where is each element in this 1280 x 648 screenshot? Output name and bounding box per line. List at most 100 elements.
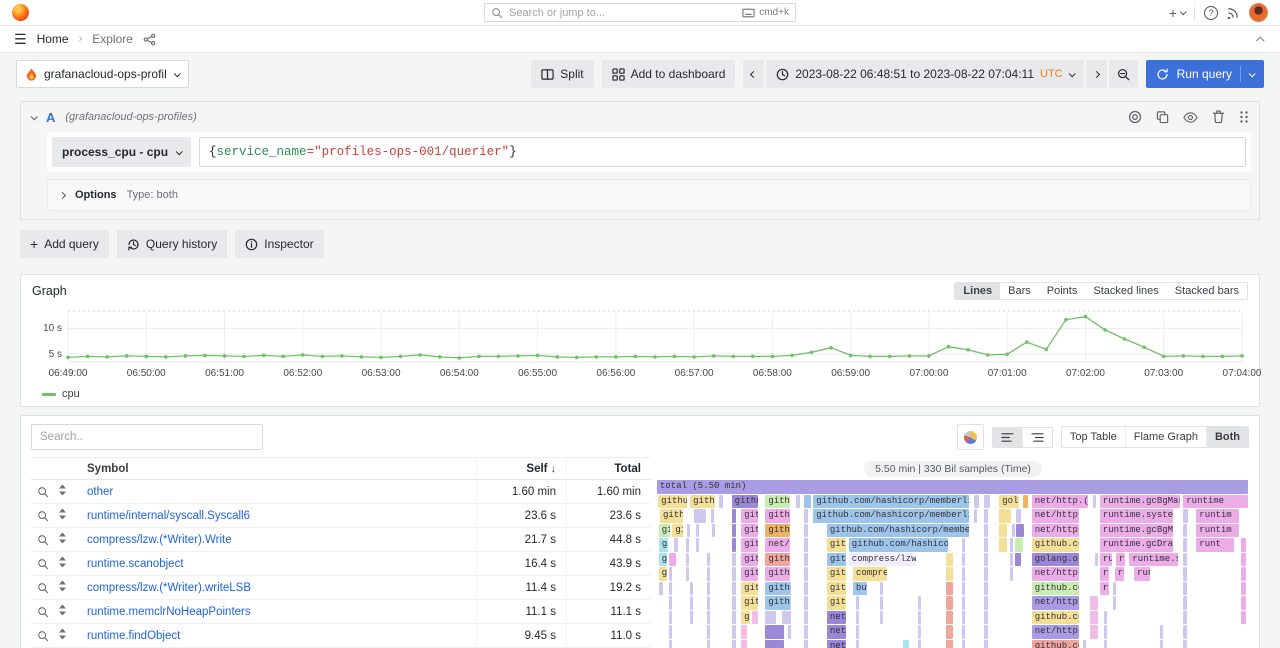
flame-block[interactable]: run	[1115, 552, 1125, 566]
flame-block[interactable]: githu	[765, 581, 791, 595]
flame-block[interactable]: github.	[659, 509, 684, 523]
flame-sliver[interactable]	[804, 625, 808, 639]
chart-plot-area[interactable]	[32, 306, 1248, 368]
flame-block[interactable]: net.(*	[826, 625, 847, 639]
flame-block[interactable]: runtime.gcBgMarkWorke	[1099, 523, 1174, 537]
search-symbol-icon[interactable]	[37, 630, 49, 642]
flame-sliver[interactable]	[1103, 610, 1107, 624]
sandwich-view-icon[interactable]	[58, 484, 67, 499]
query-expression-input[interactable]: {service_name = "profiles-ops-001/querier"…	[199, 137, 1246, 167]
flame-sliver[interactable]	[999, 523, 1008, 537]
flame-block[interactable]: runtime.systemstack (	[1099, 509, 1174, 523]
flame-sliver[interactable]	[984, 538, 989, 552]
flame-sliver[interactable]	[669, 552, 676, 566]
help-icon[interactable]: ?	[1204, 5, 1218, 20]
flame-sliver[interactable]	[855, 625, 859, 639]
flame-sliver[interactable]	[669, 625, 673, 639]
flame-sliver[interactable]	[1113, 581, 1117, 595]
flame-sliver[interactable]	[781, 610, 790, 624]
flame-block[interactable]: net.Di	[826, 610, 847, 624]
flame-block[interactable]: gith	[658, 523, 670, 537]
sandwich-view-icon[interactable]	[58, 604, 67, 619]
flame-sliver[interactable]	[1160, 639, 1164, 648]
flame-block[interactable]: github.com/g	[1031, 610, 1079, 624]
flame-sliver[interactable]	[962, 625, 966, 639]
flame-sliver[interactable]	[696, 523, 700, 537]
flame-sliver[interactable]	[1010, 567, 1014, 581]
flame-block[interactable]: githu	[765, 552, 791, 566]
flame-block[interactable]: githu	[690, 494, 716, 508]
flame-sliver[interactable]	[731, 581, 736, 595]
flame-sliver[interactable]	[1090, 610, 1098, 624]
flame-sliver[interactable]	[1183, 552, 1188, 566]
flame-sliver[interactable]	[1240, 538, 1247, 552]
view-mode-both[interactable]: Both	[1205, 427, 1248, 447]
flame-block[interactable]: githu	[741, 509, 758, 523]
flame-sliver[interactable]	[712, 523, 716, 537]
flame-sliver[interactable]	[751, 610, 758, 624]
flame-block[interactable]: net/http.Han	[1031, 567, 1079, 581]
flame-sliver[interactable]	[1183, 538, 1188, 552]
flame-sliver[interactable]	[706, 639, 710, 648]
flame-block[interactable]: runt	[1134, 567, 1151, 581]
column-self[interactable]: Self ↓	[477, 458, 567, 479]
flame-sliver[interactable]	[1183, 523, 1188, 537]
flame-block[interactable]: gi	[741, 610, 750, 624]
flame-sliver[interactable]	[879, 596, 883, 610]
flame-block[interactable]: golang	[999, 494, 1020, 508]
flame-sliver[interactable]	[690, 581, 694, 595]
disable-query-eye-icon[interactable]	[1183, 111, 1198, 124]
flame-sliver[interactable]	[804, 523, 808, 537]
flame-sliver[interactable]	[804, 596, 808, 610]
flame-block[interactable]: runtime.gcBgMarkWorker	[1099, 494, 1180, 508]
flame-sliver[interactable]	[1103, 625, 1107, 639]
flame-sliver[interactable]	[962, 596, 966, 610]
flame-block[interactable]: net/http.Han	[1031, 523, 1079, 537]
graph-legend[interactable]: cpu	[42, 388, 1248, 400]
flame-sliver[interactable]	[804, 494, 812, 508]
flame-sliver[interactable]	[765, 639, 784, 648]
flame-sliver[interactable]	[710, 509, 714, 523]
sandwich-view-icon[interactable]	[58, 532, 67, 547]
flame-sliver[interactable]	[804, 639, 808, 648]
remove-query-trash-icon[interactable]	[1212, 110, 1225, 124]
flame-block[interactable]: net/http.(*c	[1031, 494, 1088, 508]
view-mode-flame-graph[interactable]: Flame Graph	[1124, 427, 1206, 447]
symbol-link[interactable]: runtime.memclrNoHeapPointers	[87, 605, 251, 618]
flame-block[interactable]: bu	[852, 581, 868, 595]
flame-sliver[interactable]	[946, 581, 953, 595]
flame-sliver[interactable]	[855, 610, 859, 624]
flame-block[interactable]: github.c	[826, 552, 847, 566]
flame-block[interactable]: git	[672, 523, 684, 537]
flame-block[interactable]: total (5.50 min)	[657, 480, 1248, 494]
flame-sliver[interactable]	[669, 610, 673, 624]
graph-mode-bars[interactable]: Bars	[1008, 285, 1031, 297]
flame-block[interactable]: gi	[658, 552, 667, 566]
flame-sliver[interactable]	[974, 509, 978, 523]
flame-sliver[interactable]	[787, 610, 791, 624]
flame-sliver[interactable]	[855, 639, 859, 648]
flame-sliver[interactable]	[1240, 596, 1247, 610]
flame-sliver[interactable]	[984, 610, 989, 624]
flame-block[interactable]: runtime.scanobje	[1129, 552, 1179, 566]
flame-sliver[interactable]	[658, 581, 663, 595]
align-right-button[interactable]	[1021, 427, 1052, 447]
flame-block[interactable]: runtime	[1183, 494, 1248, 508]
flame-sliver[interactable]	[879, 581, 883, 595]
flame-sliver[interactable]	[731, 509, 737, 523]
flame-sliver[interactable]	[984, 552, 989, 566]
flame-block[interactable]: githu	[741, 552, 758, 566]
add-query-button[interactable]: + Add query	[20, 230, 109, 258]
flame-sliver[interactable]	[804, 509, 808, 523]
flame-sliver[interactable]	[690, 596, 694, 610]
flame-block[interactable]: gi	[658, 567, 667, 581]
breadcrumb-home[interactable]: Home	[36, 32, 69, 46]
flame-sliver[interactable]	[765, 625, 784, 639]
flame-sliver[interactable]	[962, 610, 966, 624]
graph-mode-stacked-lines[interactable]: Stacked lines	[1093, 285, 1159, 297]
flame-block[interactable]: runtim	[1196, 509, 1240, 523]
news-rss-icon[interactable]	[1227, 6, 1240, 19]
symbol-link[interactable]: runtime.findObject	[87, 629, 181, 642]
search-symbol-icon[interactable]	[37, 486, 49, 498]
search-symbol-icon[interactable]	[37, 510, 49, 522]
